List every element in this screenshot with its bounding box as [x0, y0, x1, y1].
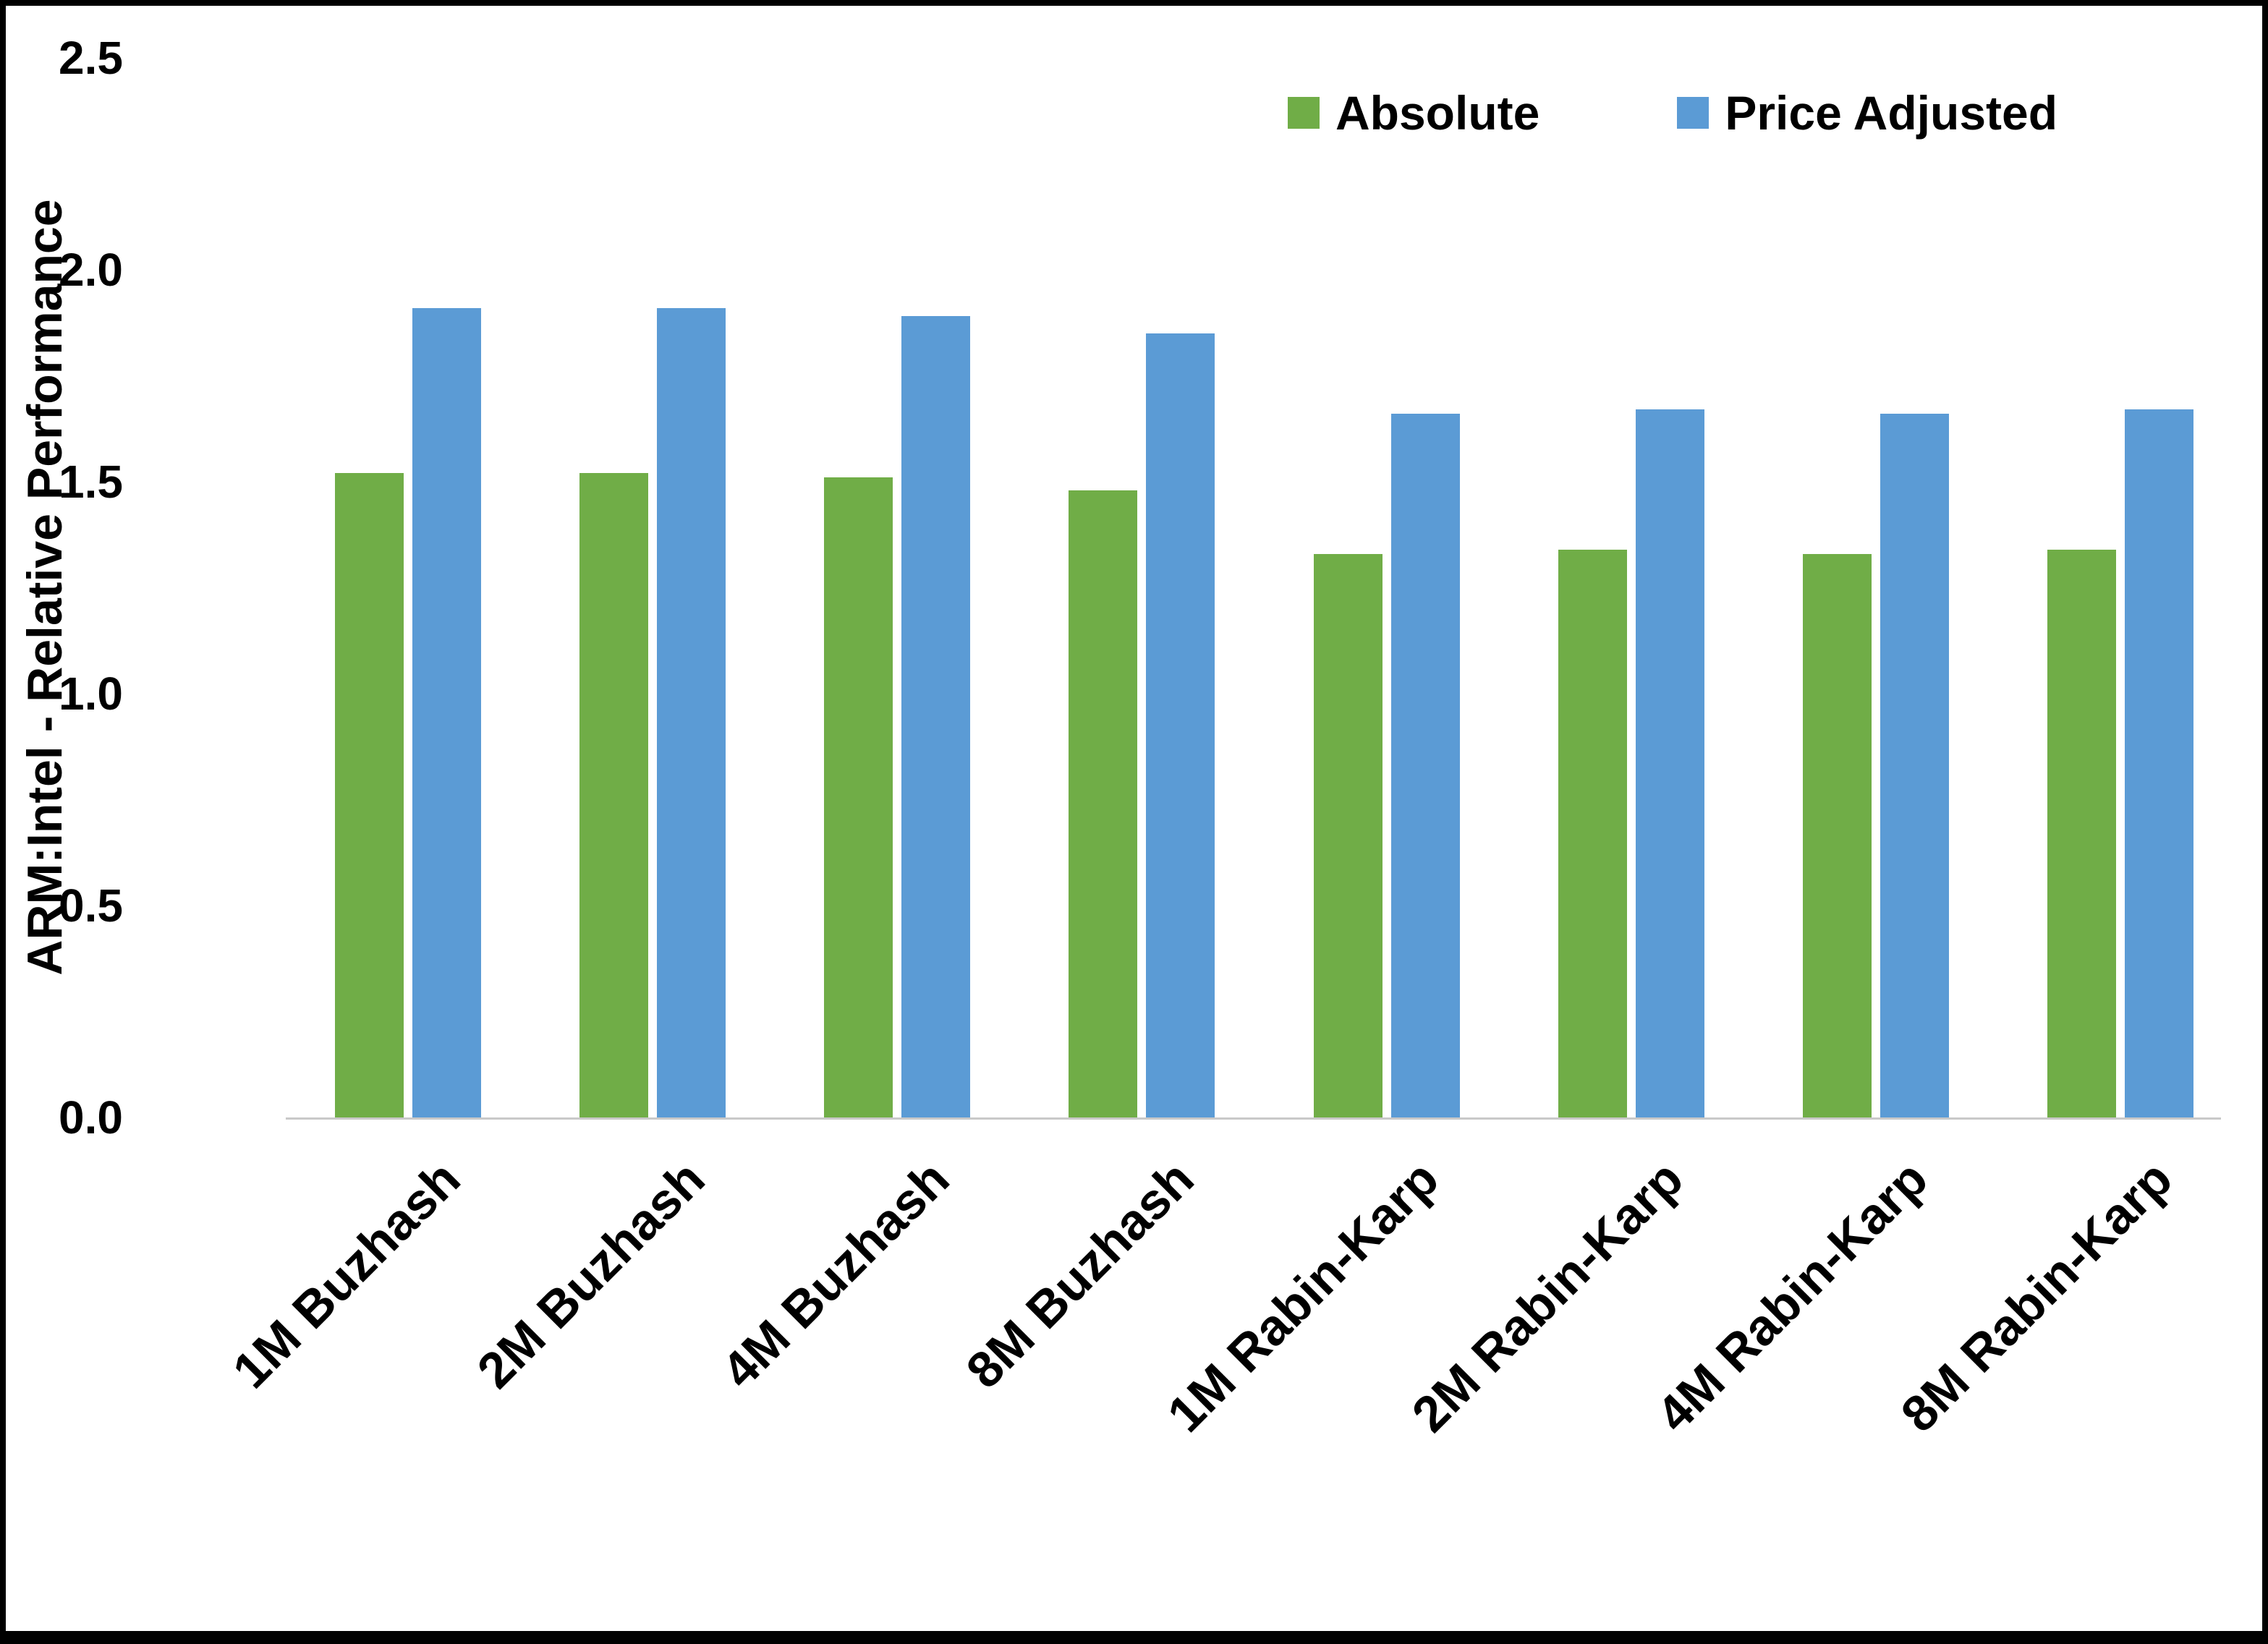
bar-absolute [1803, 554, 1872, 1117]
x-category-label: 8M Rabin-Karp [1890, 1150, 2183, 1443]
bar-absolute [579, 473, 648, 1117]
legend-swatch-absolute-icon [1288, 97, 1320, 129]
y-tick-label: 0.0 [59, 1091, 123, 1143]
y-tick-label: 1.0 [59, 668, 123, 720]
x-category-label: 4M Rabin-Karp [1645, 1150, 1939, 1443]
bar-price-adjusted [1391, 414, 1460, 1117]
legend-item-absolute: Absolute [1288, 85, 1539, 140]
bar-absolute [2047, 550, 2116, 1117]
y-axis-title: ARM:Intel - Relative Performance [17, 199, 72, 976]
legend-label-price-adjusted: Price Adjusted [1725, 86, 2058, 140]
y-tick-label: 0.5 [59, 880, 123, 932]
bar-absolute [335, 473, 404, 1117]
bar-price-adjusted [2125, 409, 2193, 1117]
legend-label-absolute: Absolute [1335, 86, 1540, 140]
y-tick-label: 1.5 [59, 456, 123, 508]
bar-absolute [824, 477, 893, 1117]
x-axis-line [286, 1117, 2221, 1120]
x-category-label: 8M Buzhash [955, 1150, 1205, 1400]
bar-absolute [1558, 550, 1627, 1117]
bar-price-adjusted [1880, 414, 1949, 1117]
legend: Absolute Price Adjusted [1288, 85, 2057, 140]
bar-price-adjusted [1636, 409, 1704, 1117]
x-category-label: 4M Buzhash [710, 1150, 960, 1400]
x-category-label: 2M Rabin-Karp [1401, 1150, 1694, 1443]
bar-absolute [1069, 490, 1137, 1117]
legend-swatch-price-adjusted-icon [1677, 97, 1710, 129]
bar-price-adjusted [901, 316, 970, 1117]
bar-price-adjusted [412, 308, 481, 1117]
bar-price-adjusted [657, 308, 726, 1117]
x-category-label: 2M Buzhash [466, 1150, 715, 1400]
bar-absolute [1314, 554, 1383, 1117]
x-category-label: 1M Buzhash [221, 1150, 471, 1400]
y-tick-label: 2.5 [59, 32, 123, 84]
y-tick-label: 2.0 [59, 244, 123, 296]
bar-price-adjusted [1146, 333, 1215, 1117]
x-category-label: 1M Rabin-Karp [1156, 1150, 1449, 1443]
legend-item-price-adjusted: Price Adjusted [1677, 85, 2057, 140]
